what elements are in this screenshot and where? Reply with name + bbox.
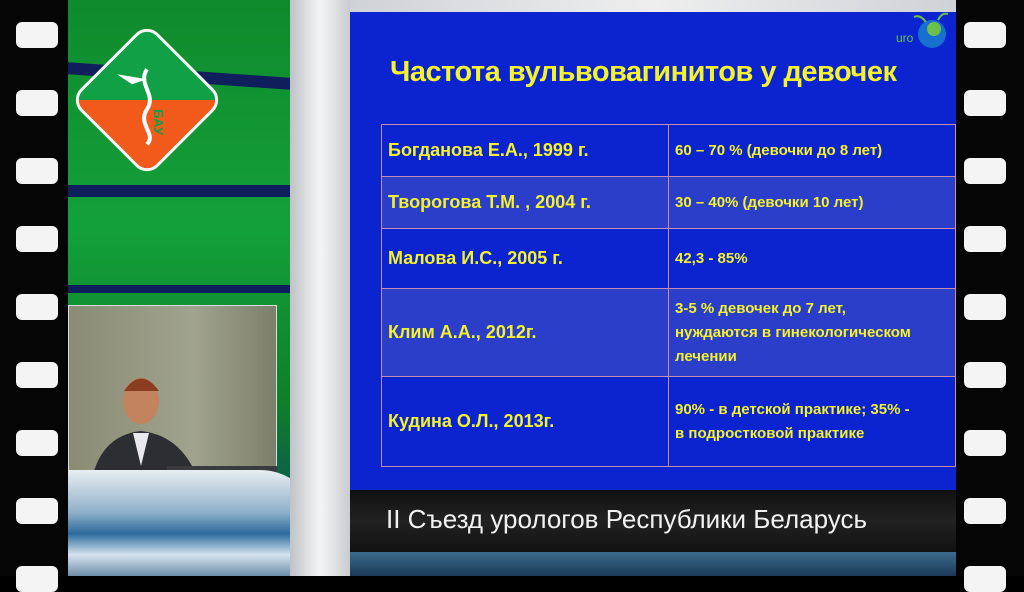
film-sprocket-hole <box>964 362 1006 388</box>
author-cell: Богданова Е.А., 1999 г. <box>381 124 669 177</box>
value-cell: 90% - в детской практике; 35% - в подрос… <box>668 376 956 467</box>
author-cell: Малова И.С., 2005 г. <box>381 228 669 289</box>
uro-text: uro <box>896 31 914 45</box>
value-cell: 3-5 % девочек до 7 лет, нуждаются в гине… <box>668 288 956 377</box>
value-cell: 30 – 40% (девочки 10 лет) <box>668 176 956 229</box>
film-strip-right <box>956 0 1024 592</box>
film-sprocket-hole <box>964 294 1006 320</box>
film-sprocket-hole <box>964 430 1006 456</box>
film-sprocket-hole <box>16 566 58 592</box>
film-sprocket-hole <box>964 158 1006 184</box>
film-sprocket-hole <box>16 498 58 524</box>
table-row: Клим А.А., 2012г. 3-5 % девочек до 7 лет,… <box>381 288 956 377</box>
table-row: Богданова Е.А., 1999 г. 60 – 70 % (девочк… <box>381 124 956 177</box>
film-sprocket-hole <box>964 90 1006 116</box>
film-sprocket-hole <box>16 294 58 320</box>
logo-text: БАУ <box>151 109 166 136</box>
value-cell: 60 – 70 % (девочки до 8 лет) <box>668 124 956 177</box>
film-sprocket-hole <box>16 158 58 184</box>
film-sprocket-hole <box>16 90 58 116</box>
event-caption: II Съезд урологов Республики Беларусь <box>350 490 956 552</box>
association-logo: БАУ <box>69 22 225 178</box>
film-sprocket-hole <box>964 226 1006 252</box>
film-sprocket-hole <box>16 226 58 252</box>
caduceus-icon: БАУ <box>117 68 166 146</box>
film-sprocket-hole <box>964 566 1006 592</box>
film-sprocket-hole <box>16 362 58 388</box>
author-cell: Кудина О.Л., 2013г. <box>381 376 669 467</box>
author-cell: Клим А.А., 2012г. <box>381 288 669 377</box>
table-row: Малова И.С., 2005 г. 42,3 - 85% <box>381 228 956 289</box>
author-cell: Творогова Т.М. , 2004 г. <box>381 176 669 229</box>
table-row: Творогова Т.М. , 2004 г. 30 – 40% (девочк… <box>381 176 956 229</box>
film-sprocket-hole <box>16 22 58 48</box>
value-cell: 42,3 - 85% <box>668 228 956 289</box>
film-sprocket-hole <box>964 22 1006 48</box>
pillar <box>290 0 350 576</box>
film-strip-left <box>0 0 68 592</box>
table-row: Кудина О.Л., 2013г. 90% - в детской практ… <box>381 376 956 467</box>
presentation-slide: Частота вульвовагинитов у девочек uro Бо… <box>350 0 956 576</box>
slide-title: Частота вульвовагинитов у девочек <box>390 56 897 88</box>
podium <box>68 470 320 576</box>
incidence-table: Богданова Е.А., 1999 г. 60 – 70 % (девочк… <box>381 124 956 467</box>
film-sprocket-hole <box>964 498 1006 524</box>
stripe <box>68 285 290 293</box>
stage-floor <box>350 552 956 576</box>
stripe <box>68 185 290 197</box>
speaker-video <box>68 305 277 498</box>
slide-top-bar <box>350 0 956 12</box>
film-sprocket-hole <box>16 430 58 456</box>
uro-watermark-logo: uro <box>896 12 949 48</box>
